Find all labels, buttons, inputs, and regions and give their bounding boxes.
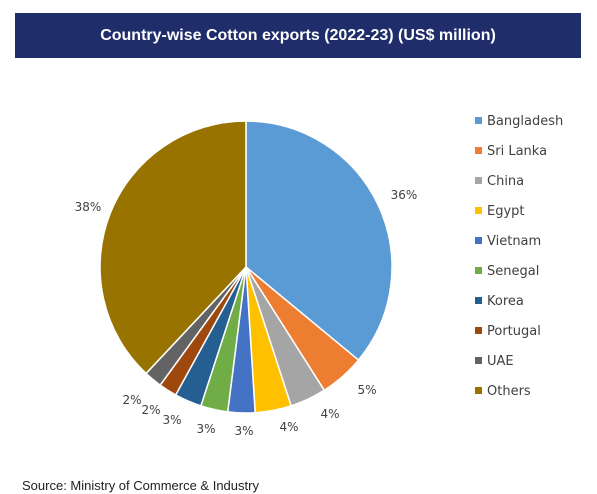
legend-label-korea: Korea — [487, 294, 524, 309]
legend-label-uae: UAE — [487, 354, 514, 369]
legend-swatch-uae — [475, 357, 482, 364]
chart-title-bar: Country-wise Cotton exports (2022-23) (U… — [15, 13, 581, 58]
legend-label-others: Others — [487, 384, 531, 399]
chart-legend: Bangladesh Sri Lanka China Egypt Vietnam Sene… — [475, 114, 563, 399]
data-label-sri-lanka: 5% — [357, 383, 376, 397]
data-label-china: 4% — [320, 407, 339, 421]
legend-swatch-bangladesh — [475, 117, 482, 124]
pie-slices — [99, 120, 393, 414]
data-label-portugal: 2% — [141, 403, 160, 417]
data-label-senegal: 3% — [196, 422, 215, 436]
data-label-vietnam: 3% — [234, 424, 253, 438]
data-label-egypt: 4% — [279, 420, 298, 434]
source-note: Source: Ministry of Commerce & Industry — [22, 478, 259, 493]
legend-swatch-korea — [475, 297, 482, 304]
legend-label-china: China — [487, 174, 524, 189]
legend-swatch-china — [475, 177, 482, 184]
legend-swatch-sri-lanka — [475, 147, 482, 154]
data-label-bangladesh: 36% — [391, 188, 418, 202]
data-label-korea: 3% — [162, 413, 181, 427]
legend-label-egypt: Egypt — [487, 204, 525, 219]
legend-label-vietnam: Vietnam — [487, 234, 541, 249]
legend-label-sri-lanka: Sri Lanka — [487, 144, 547, 159]
pie-labels: 36%5%4%4%3%3%3%2%2%38% — [75, 188, 418, 438]
legend-swatch-egypt — [475, 207, 482, 214]
legend-swatch-vietnam — [475, 237, 482, 244]
data-label-others: 38% — [75, 200, 102, 214]
legend-label-bangladesh: Bangladesh — [487, 114, 563, 129]
legend-swatch-senegal — [475, 267, 482, 274]
chart-title: Country-wise Cotton exports (2022-23) (U… — [100, 26, 496, 44]
legend-label-senegal: Senegal — [487, 264, 539, 279]
data-label-uae: 2% — [122, 393, 141, 407]
legend-swatch-others — [475, 387, 482, 394]
legend-label-portugal: Portugal — [487, 324, 541, 339]
pie-slice-bangladesh — [245, 120, 393, 362]
legend-swatch-portugal — [475, 327, 482, 334]
pie-slice-others — [99, 120, 247, 375]
